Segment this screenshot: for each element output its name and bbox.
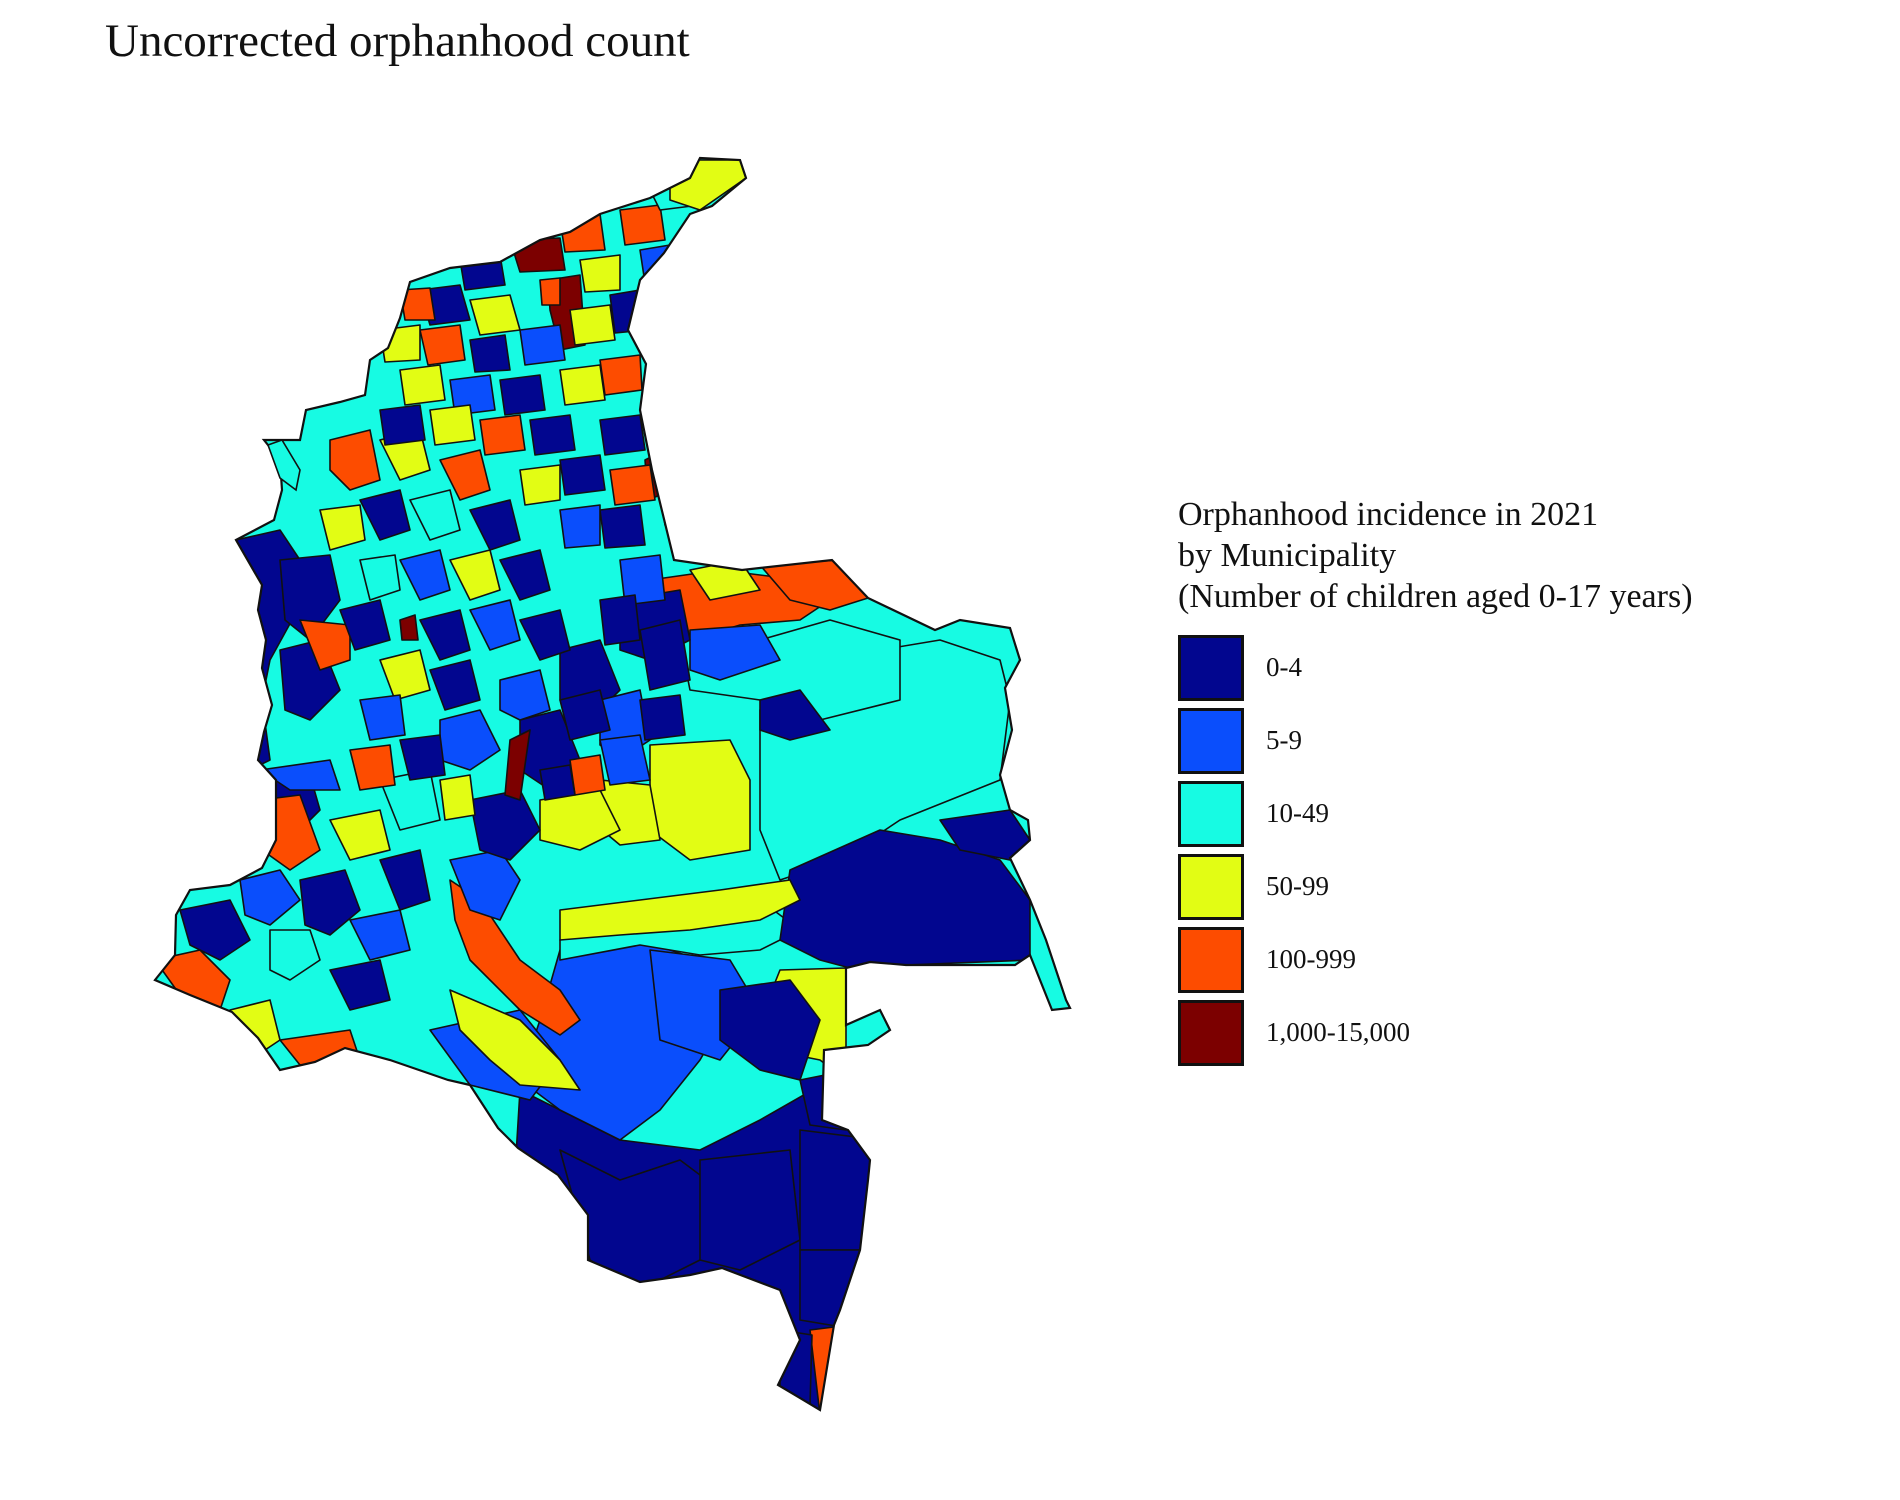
legend-title-line-2: by Municipality bbox=[1178, 537, 1397, 574]
legend-swatch bbox=[1178, 707, 1244, 774]
legend-swatch bbox=[1178, 926, 1244, 993]
legend-label: 5-9 bbox=[1266, 725, 1302, 755]
legend-title: Orphanhood incidence in 2021 by Municipa… bbox=[1178, 494, 1693, 617]
map-title: Uncorrected orphanhood count bbox=[105, 15, 690, 67]
legend-label: 10-49 bbox=[1266, 798, 1329, 828]
legend-item: 10-49 bbox=[1178, 777, 1693, 850]
legend-swatch bbox=[1178, 780, 1244, 847]
legend-swatch bbox=[1178, 999, 1244, 1066]
legend-swatch bbox=[1178, 634, 1244, 701]
legend-item: 50-99 bbox=[1178, 850, 1693, 923]
legend-item: 1,000-15,000 bbox=[1178, 996, 1693, 1069]
legend-title-line-1: Orphanhood incidence in 2021 bbox=[1178, 496, 1599, 533]
legend-label: 100-999 bbox=[1266, 944, 1356, 974]
legend-item: 5-9 bbox=[1178, 704, 1693, 777]
legend: Orphanhood incidence in 2021 by Municipa… bbox=[1178, 494, 1693, 1069]
legend-label: 0-4 bbox=[1266, 652, 1302, 682]
legend-item: 0-4 bbox=[1178, 631, 1693, 704]
legend-swatch bbox=[1178, 853, 1244, 920]
legend-label: 1,000-15,000 bbox=[1266, 1017, 1410, 1047]
legend-title-line-3: (Number of children aged 0-17 years) bbox=[1178, 578, 1693, 615]
legend-items: 0-4 5-9 10-49 50-99 100-999 1,000-15,000 bbox=[1178, 631, 1693, 1069]
legend-label: 50-99 bbox=[1266, 871, 1329, 901]
legend-item: 100-999 bbox=[1178, 923, 1693, 996]
